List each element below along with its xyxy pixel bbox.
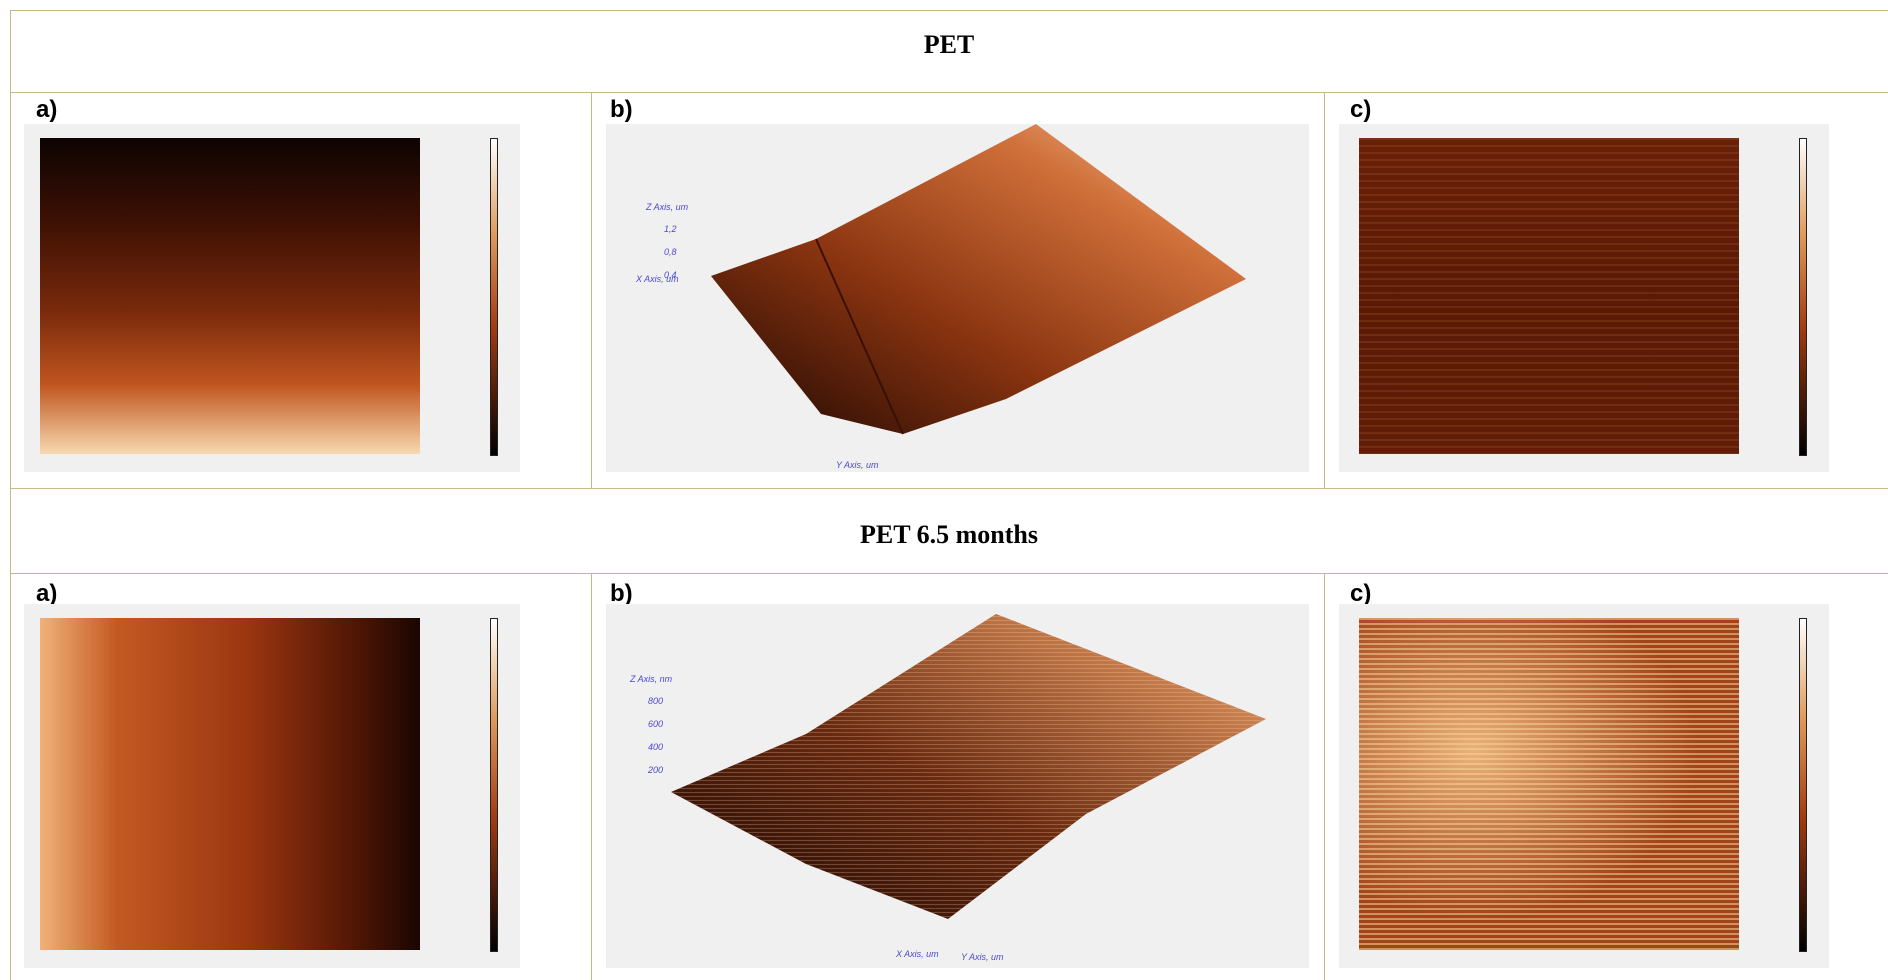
z-tick-label: 1,2: [664, 224, 677, 234]
table-rule: [1324, 573, 1325, 980]
color-bar: [1799, 618, 1807, 952]
afm-image: Z Axis, nm 800 600 400 200 X Axis, um Y Axis, …: [606, 604, 1309, 968]
z-tick-label: 800: [648, 696, 663, 706]
table-rule: [10, 92, 1888, 93]
page: PETa)b)Z Axis, um1,20,80,4X Axis, umY Ax…: [0, 0, 1888, 980]
afm-map: [40, 618, 420, 950]
y-axis-label: Y Axis, um: [836, 460, 879, 470]
table-rule: [10, 10, 11, 980]
section-title: PET 6.5 months: [10, 520, 1888, 550]
table-rule: [10, 10, 1888, 11]
x-axis-label: X Axis, um: [636, 274, 679, 284]
table-rule: [591, 573, 592, 980]
table-rule: [1324, 92, 1325, 488]
z-tick-label: 0,8: [664, 247, 677, 257]
z-tick-label: 400: [648, 742, 663, 752]
afm-map: [1359, 618, 1739, 950]
z-axis-label: Z Axis, nm: [630, 674, 672, 684]
z-tick-label: 200: [648, 765, 663, 775]
panel-label: a): [36, 96, 57, 124]
surface-3d: [606, 604, 1309, 968]
color-bar: [490, 618, 498, 952]
section-title: PET: [10, 30, 1888, 60]
z-tick-label: 600: [648, 719, 663, 729]
y-axis-label: Y Axis, um: [961, 952, 1004, 962]
afm-image: [24, 604, 520, 968]
afm-map: [1359, 138, 1739, 454]
table-rule: [10, 573, 1888, 574]
color-bar: [1799, 138, 1807, 456]
afm-image: [1339, 124, 1829, 472]
afm-image: [24, 124, 520, 472]
panel-label: c): [1350, 96, 1371, 124]
afm-image: [1339, 604, 1829, 968]
surface-3d: [606, 124, 1309, 472]
color-bar: [490, 138, 498, 456]
x-axis-label: X Axis, um: [896, 949, 939, 959]
panel-label: b): [610, 96, 633, 124]
table-rule: [591, 92, 592, 488]
z-axis-label: Z Axis, um: [646, 202, 688, 212]
afm-map: [40, 138, 420, 454]
table-rule: [10, 488, 1888, 489]
